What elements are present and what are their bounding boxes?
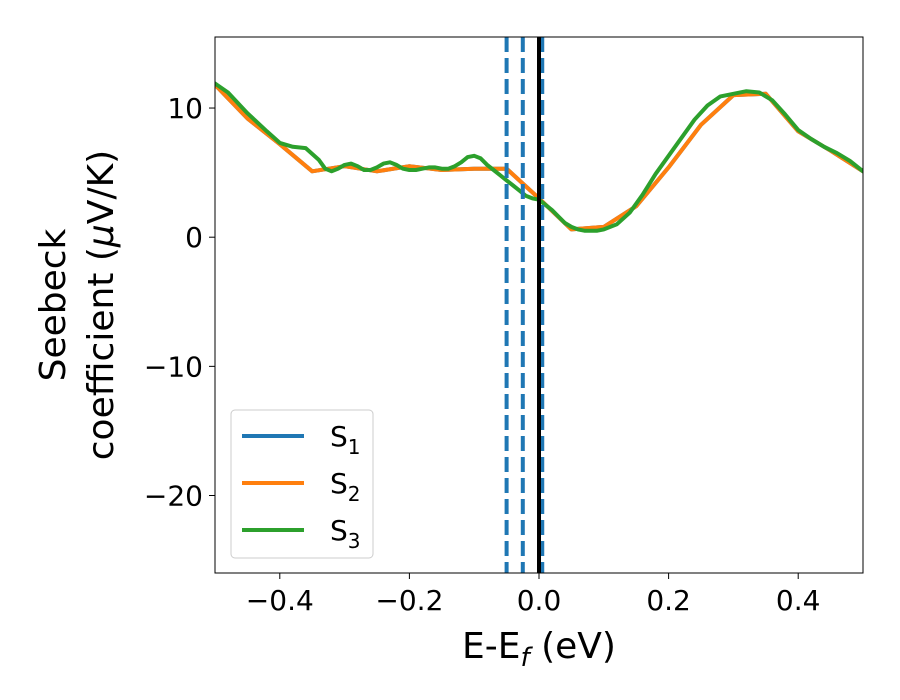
x-tick-label: −0.2 <box>375 584 443 617</box>
y-tick-label: −20 <box>144 480 203 513</box>
x-axis-label-unit: (eV) <box>530 626 616 667</box>
y-tick-label: 0 <box>185 221 203 254</box>
legend-label-s1: S1 <box>330 420 361 459</box>
series-line-s3 <box>215 81 863 233</box>
y-tick-label: 10 <box>167 92 203 125</box>
y-axis-label-mu: μ <box>81 224 122 248</box>
x-tick-label: 0.0 <box>517 584 562 617</box>
y-axis-label: Seebeck coefficient (μV/K) <box>33 150 122 460</box>
x-axis-label-main: E-E <box>462 626 520 667</box>
y-axis-ticks: 10 0 −10 −20 <box>144 92 215 513</box>
y-axis-label-line2-post: V/K) <box>81 150 122 224</box>
y-axis-label-line1: Seebeck <box>33 228 74 381</box>
x-tick-label: 0.4 <box>776 584 821 617</box>
y-axis-label-line2: coefficient (μV/K) <box>81 150 122 460</box>
legend: S1 S2 S3 <box>230 409 374 559</box>
x-tick-label: −0.4 <box>246 584 314 617</box>
y-axis-label-line2-pre: coefficient ( <box>81 247 122 460</box>
y-tick-label: −10 <box>144 350 203 383</box>
x-axis-ticks: −0.4 −0.2 0.0 0.2 0.4 <box>246 573 821 617</box>
x-tick-label: 0.2 <box>646 584 691 617</box>
plot-content <box>215 37 863 573</box>
legend-label-s2: S2 <box>330 467 361 506</box>
legend-label-s3: S3 <box>330 514 361 553</box>
x-axis-label: E-Ef (eV) <box>462 626 616 673</box>
